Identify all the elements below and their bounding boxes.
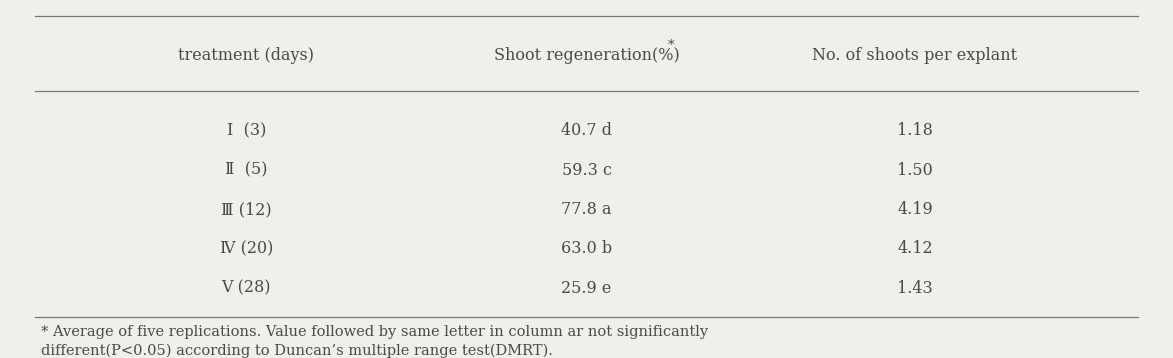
Text: Ⅱ  (5): Ⅱ (5) bbox=[225, 161, 267, 179]
Text: 4.12: 4.12 bbox=[897, 240, 933, 257]
Text: 63.0 b: 63.0 b bbox=[561, 240, 612, 257]
Text: 1.50: 1.50 bbox=[897, 161, 933, 179]
Text: *: * bbox=[667, 39, 674, 52]
Text: No. of shoots per explant: No. of shoots per explant bbox=[813, 47, 1017, 64]
Text: treatment (days): treatment (days) bbox=[178, 47, 314, 64]
Text: Ⅲ (12): Ⅲ (12) bbox=[221, 201, 272, 218]
Text: 40.7 d: 40.7 d bbox=[561, 122, 612, 139]
Text: * Average of five replications. Value followed by same letter in column ar not s: * Average of five replications. Value fo… bbox=[41, 325, 708, 339]
Text: Shoot regeneration(%): Shoot regeneration(%) bbox=[494, 47, 679, 64]
Text: Ⅰ  (3): Ⅰ (3) bbox=[226, 122, 266, 139]
Text: 59.3 c: 59.3 c bbox=[562, 161, 611, 179]
Text: Ⅴ (28): Ⅴ (28) bbox=[222, 280, 271, 297]
Text: 1.43: 1.43 bbox=[897, 280, 933, 297]
Text: 77.8 a: 77.8 a bbox=[561, 201, 612, 218]
Text: different(P<0.05) according to Duncan’s multiple range test(DMRT).: different(P<0.05) according to Duncan’s … bbox=[41, 344, 552, 358]
Text: Ⅳ (20): Ⅳ (20) bbox=[219, 240, 273, 257]
Text: 25.9 e: 25.9 e bbox=[562, 280, 611, 297]
Text: 1.18: 1.18 bbox=[897, 122, 933, 139]
Text: 4.19: 4.19 bbox=[897, 201, 933, 218]
